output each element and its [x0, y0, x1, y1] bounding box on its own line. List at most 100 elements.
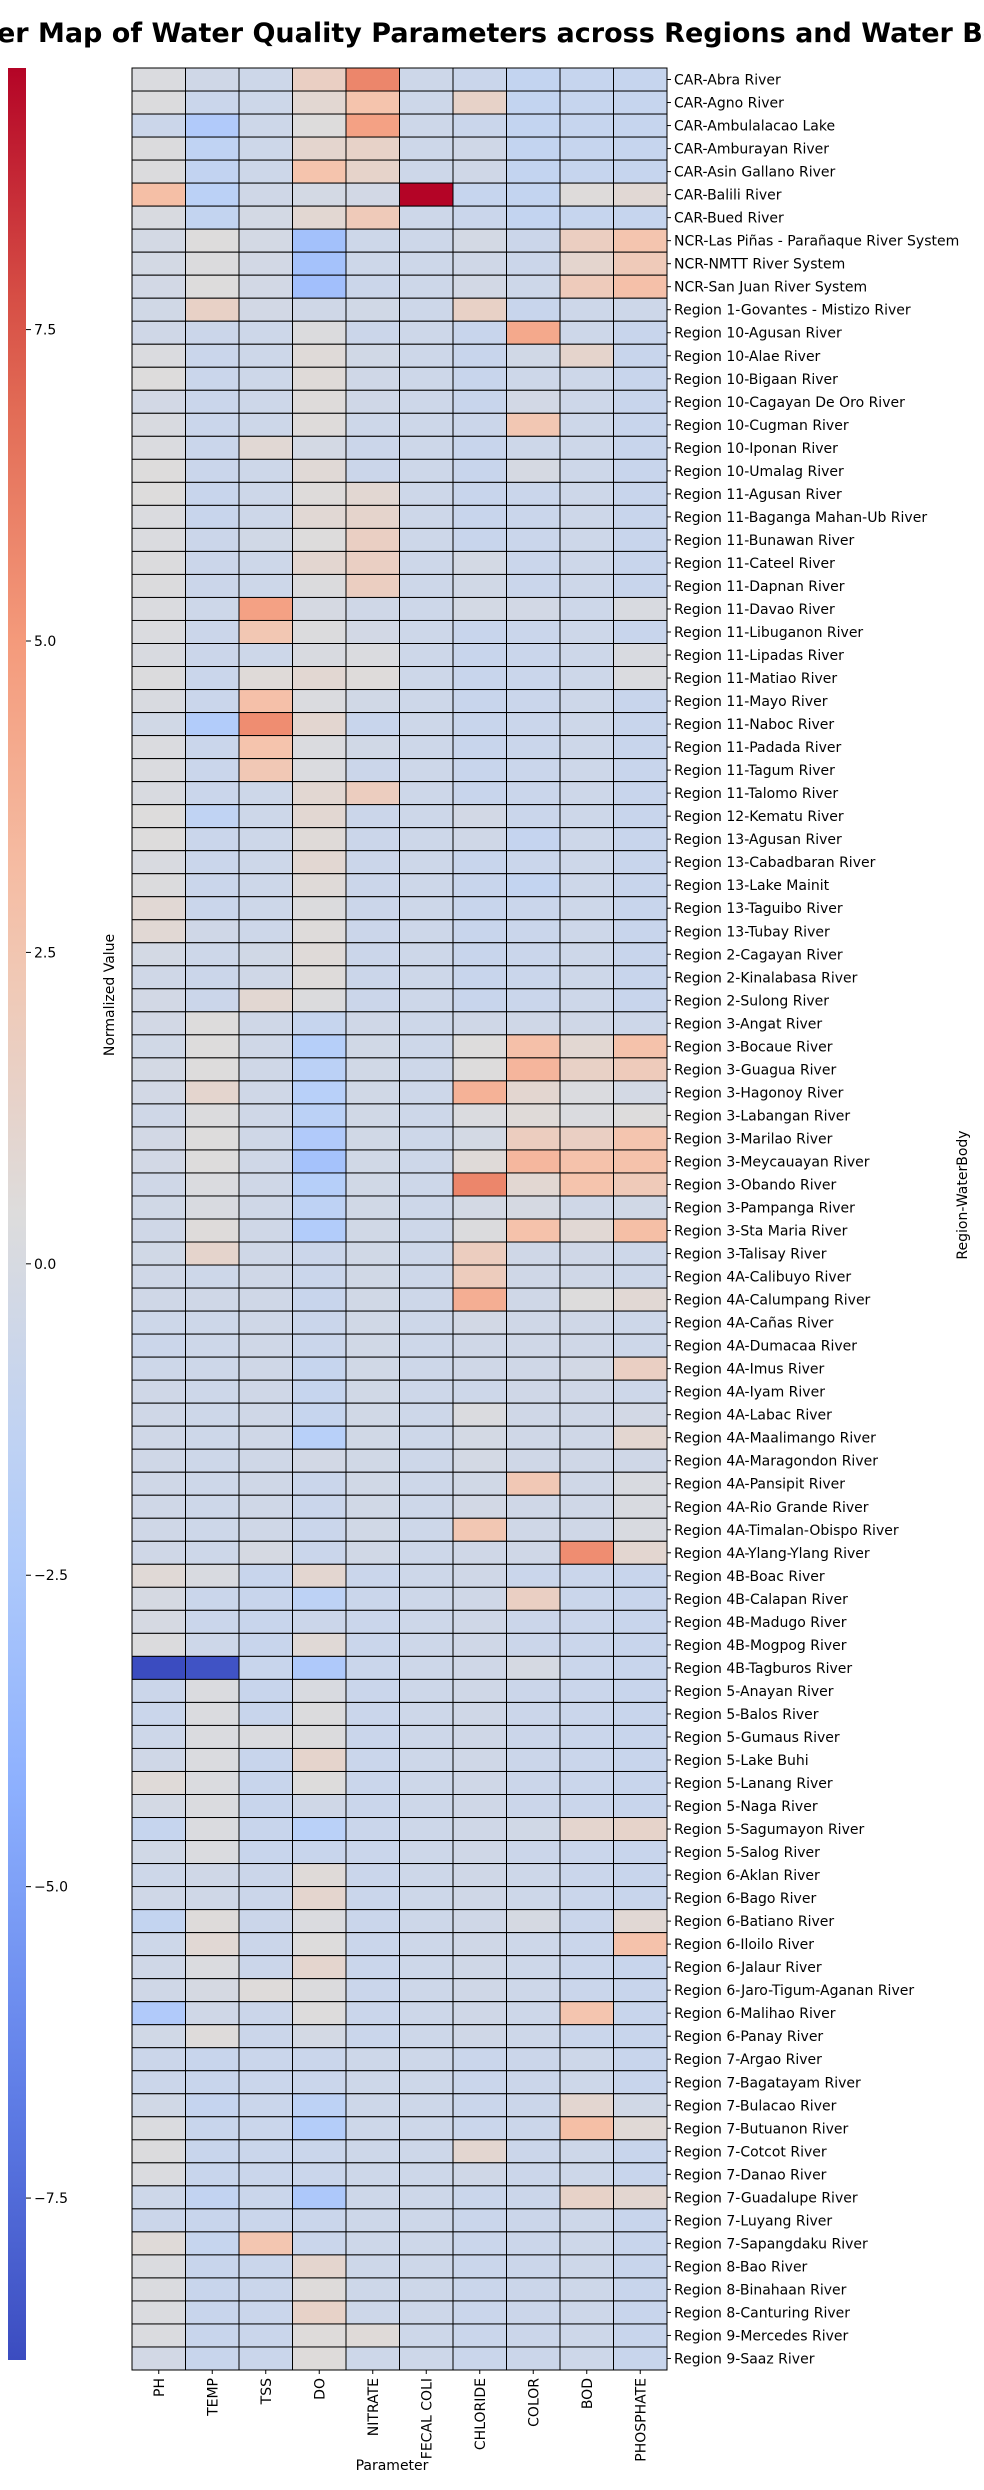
- heatmap-cell: [131, 343, 186, 368]
- heatmap-cell: [399, 1632, 454, 1657]
- heatmap-cell: [452, 228, 507, 253]
- heatmap-cell: [452, 2208, 507, 2233]
- heatmap-cell: [185, 2001, 240, 2026]
- heatmap-cell: [131, 458, 186, 483]
- heatmap-cell: [613, 1080, 668, 1105]
- heatmap-cell: [131, 320, 186, 345]
- heatmap-cell: [238, 527, 293, 552]
- heatmap-cell: [238, 1333, 293, 1358]
- heatmap-cell: [506, 1034, 561, 1059]
- heatmap-cell: [452, 1310, 507, 1335]
- heatmap-cell: [345, 2185, 400, 2210]
- heatmap-cell: [292, 2001, 347, 2026]
- heatmap-cell: [506, 919, 561, 944]
- heatmap-cell: [238, 1955, 293, 1980]
- heatmap-cell: [292, 435, 347, 460]
- heatmap-cell: [506, 2116, 561, 2141]
- row-label: Region 10-Cugman River: [674, 418, 849, 434]
- heatmap-cell: [559, 182, 614, 207]
- heatmap-cell: [238, 2231, 293, 2256]
- heatmap-cell: [506, 1333, 561, 1358]
- heatmap-cell: [131, 1909, 186, 1934]
- heatmap-cell: [506, 389, 561, 414]
- heatmap-cell: [506, 1356, 561, 1381]
- heatmap-cell: [399, 1195, 454, 1220]
- heatmap-cell: [185, 643, 240, 668]
- heatmap-cell: [131, 2093, 186, 2118]
- heatmap-cell: [238, 2277, 293, 2302]
- heatmap-cell: [399, 2116, 454, 2141]
- heatmap-cell: [292, 366, 347, 391]
- heatmap-cell: [185, 1057, 240, 1082]
- heatmap-cell: [345, 228, 400, 253]
- heatmap-cell: [613, 1149, 668, 1174]
- heatmap-cell: [452, 1356, 507, 1381]
- heatmap-cell: [452, 2162, 507, 2187]
- heatmap-cell: [185, 1794, 240, 1819]
- row-label: Region 8-Bao River: [674, 2259, 808, 2275]
- row-label: Region 3-Bocaue River: [674, 1039, 833, 1055]
- heatmap-cell: [185, 1540, 240, 1565]
- heatmap-cell: [292, 988, 347, 1013]
- heatmap-cell: [613, 1448, 668, 1473]
- heatmap-cell: [452, 689, 507, 714]
- heatmap-cell: [131, 1149, 186, 1174]
- heatmap-cell: [238, 1425, 293, 1450]
- heatmap-cell: [506, 1126, 561, 1151]
- heatmap-cell: [506, 596, 561, 621]
- heatmap-cell: [185, 2024, 240, 2049]
- heatmap-cell: [185, 1747, 240, 1772]
- heatmap-cell: [345, 527, 400, 552]
- heatmap-cell: [238, 320, 293, 345]
- heatmap-cell: [506, 1425, 561, 1450]
- heatmap-cell: [238, 1655, 293, 1680]
- heatmap-cell: [345, 2024, 400, 2049]
- row-label: Region 5-Anayan River: [674, 1684, 834, 1700]
- heatmap-cell: [131, 251, 186, 276]
- row-label: Region 10-Alae River: [674, 349, 821, 365]
- heatmap-cell: [613, 827, 668, 852]
- heatmap-cell: [613, 712, 668, 737]
- heatmap-cell: [399, 1310, 454, 1335]
- heatmap-cell: [399, 1425, 454, 1450]
- heatmap-cell: [131, 366, 186, 391]
- row-label: CAR-Agno River: [674, 96, 784, 112]
- heatmap-cell: [399, 1057, 454, 1082]
- heatmap-cell: [506, 1563, 561, 1588]
- heatmap-cell: [559, 1586, 614, 1611]
- row-label: Region 4A-Rio Grande River: [674, 1500, 869, 1516]
- heatmap-cell: [185, 919, 240, 944]
- heatmap-cell: [185, 758, 240, 783]
- heatmap-cell: [292, 159, 347, 184]
- heatmap-cell: [238, 1034, 293, 1059]
- heatmap-cell: [506, 896, 561, 921]
- heatmap-cell: [185, 1471, 240, 1496]
- heatmap-cell: [185, 1724, 240, 1749]
- heatmap-cell: [238, 1609, 293, 1634]
- heatmap-cell: [613, 136, 668, 161]
- heatmap-cell: [613, 919, 668, 944]
- heatmap-cell: [292, 1241, 347, 1266]
- heatmap-cell: [185, 1310, 240, 1335]
- heatmap-cell: [506, 1448, 561, 1473]
- heatmap-cell: [185, 435, 240, 460]
- heatmap-cell: [131, 1632, 186, 1657]
- heatmap-cell: [238, 113, 293, 138]
- heatmap-cell: [238, 1471, 293, 1496]
- heatmap-cell: [452, 2024, 507, 2049]
- row-label: Region 4A-Ylang-Ylang River: [674, 1546, 870, 1562]
- heatmap-cell: [238, 504, 293, 529]
- heatmap-cell: [559, 1563, 614, 1588]
- heatmap-cell: [613, 1195, 668, 1220]
- heatmap-cell: [506, 1586, 561, 1611]
- heatmap-cell: [452, 965, 507, 990]
- heatmap-cell: [345, 619, 400, 644]
- heatmap-cell: [345, 2162, 400, 2187]
- heatmap-cell: [345, 1863, 400, 1888]
- heatmap-cell: [613, 2047, 668, 2072]
- heatmap-cell: [506, 159, 561, 184]
- heatmap-cell: [506, 2001, 561, 2026]
- row-label: Region 4A-Dumacaa River: [674, 1339, 857, 1355]
- heatmap-cell: [131, 804, 186, 829]
- row-label: Region 4B-Madugo River: [674, 1615, 847, 1631]
